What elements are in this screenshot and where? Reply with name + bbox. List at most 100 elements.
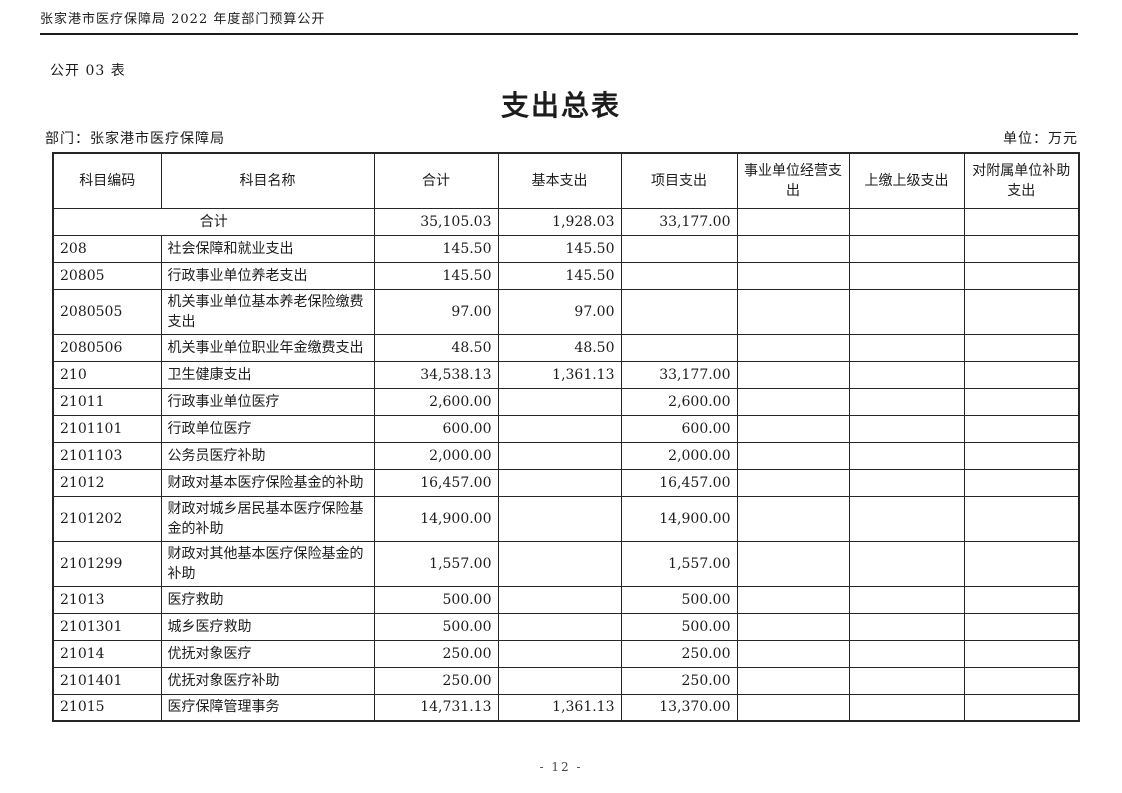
table-row: 2080505 机关事业单位基本养老保险缴费支出 97.00 97.00 — [52, 288, 1080, 335]
cell-project — [620, 234, 738, 263]
cell-business — [736, 495, 850, 542]
cell-code: 21015 — [52, 693, 162, 722]
cell-name: 财政对其他基本医疗保险基金的补助 — [160, 540, 375, 587]
cell-basic — [497, 495, 622, 542]
cell-business — [736, 468, 850, 497]
table-header-row: 科目编码 科目名称 合计 基本支出 项目支出 事业单位经营支出 上缴上级支出 对附属单位补助支… — [52, 152, 1080, 209]
cell-upper — [848, 693, 965, 722]
cell-code: 2080505 — [52, 288, 162, 335]
cell-upper — [848, 207, 965, 236]
cell-project — [620, 288, 738, 335]
cell-business — [736, 540, 850, 587]
cell-project: 600.00 — [620, 414, 738, 443]
cell-business — [736, 288, 850, 335]
cell-business — [736, 414, 850, 443]
cell-subsidy — [963, 540, 1080, 587]
column-header: 科目名称 — [160, 152, 375, 209]
table-row: 2080506 机关事业单位职业年金缴费支出 48.50 48.50 — [52, 333, 1080, 362]
cell-subsidy — [963, 441, 1080, 470]
cell-business — [736, 360, 850, 389]
column-header: 事业单位经营支出 — [736, 152, 850, 209]
cell-subsidy — [963, 288, 1080, 335]
table-row: 2101101 行政单位医疗 600.00 600.00 — [52, 414, 1080, 443]
cell-subsidy — [963, 693, 1080, 722]
cell-subsidy — [963, 414, 1080, 443]
cell-total: 145.50 — [373, 261, 499, 290]
column-header: 基本支出 — [497, 152, 622, 209]
cell-name: 城乡医疗救助 — [160, 612, 375, 641]
cell-basic: 1,928.03 — [497, 207, 622, 236]
cell-business — [736, 612, 850, 641]
cell-code: 2101103 — [52, 441, 162, 470]
cell-basic — [497, 639, 622, 668]
cell-name: 行政单位医疗 — [160, 414, 375, 443]
cell-name: 财政对基本医疗保险基金的补助 — [160, 468, 375, 497]
table-row: 208 社会保障和就业支出 145.50 145.50 — [52, 234, 1080, 263]
cell-upper — [848, 612, 965, 641]
cell-name: 社会保障和就业支出 — [160, 234, 375, 263]
cell-business — [736, 666, 850, 695]
cell-basic — [497, 612, 622, 641]
cell-total: 35,105.03 — [373, 207, 499, 236]
cell-subsidy — [963, 360, 1080, 389]
table-row: 21012 财政对基本医疗保险基金的补助 16,457.00 16,457.00 — [52, 468, 1080, 497]
cell-code: 2101301 — [52, 612, 162, 641]
table-body: 合计 35,105.03 1,928.03 33,177.00 208 社会保障和就业支出… — [52, 207, 1080, 722]
cell-name: 财政对城乡居民基本医疗保险基金的补助 — [160, 495, 375, 542]
cell-business — [736, 585, 850, 614]
cell-total: 14,731.13 — [373, 693, 499, 722]
cell-project: 33,177.00 — [620, 207, 738, 236]
table-meta-line: 部门：张家港市医疗保障局 单位：万元 — [45, 128, 1078, 148]
cell-upper — [848, 333, 965, 362]
cell-upper — [848, 234, 965, 263]
cell-code: 21012 — [52, 468, 162, 497]
cell-project: 250.00 — [620, 639, 738, 668]
cell-total: 1,557.00 — [373, 540, 499, 587]
cell-business — [736, 693, 850, 722]
cell-code: 21011 — [52, 387, 162, 416]
cell-business — [736, 234, 850, 263]
cell-upper — [848, 468, 965, 497]
cell-project: 33,177.00 — [620, 360, 738, 389]
cell-project: 13,370.00 — [620, 693, 738, 722]
page-title: 支出总表 — [500, 89, 621, 122]
cell-business — [736, 441, 850, 470]
cell-upper — [848, 261, 965, 290]
cell-subsidy — [963, 666, 1080, 695]
cell-business — [736, 207, 850, 236]
table-row: 21015 医疗保障管理事务 14,731.13 1,361.13 13,370.00 — [52, 693, 1080, 722]
unit-label: 单位：万元 — [1003, 131, 1078, 147]
cell-upper — [848, 288, 965, 335]
cell-total: 600.00 — [373, 414, 499, 443]
cell-total: 34,538.13 — [373, 360, 499, 389]
cell-code: 2101101 — [52, 414, 162, 443]
cell-business — [736, 387, 850, 416]
cell-basic — [497, 666, 622, 695]
page-number: - 12 - — [539, 760, 583, 774]
cell-basic: 48.50 — [497, 333, 622, 362]
table-row: 21013 医疗救助 500.00 500.00 — [52, 585, 1080, 614]
column-header: 项目支出 — [620, 152, 738, 209]
cell-total: 97.00 — [373, 288, 499, 335]
cell-upper — [848, 387, 965, 416]
form-number-label: 公开 03 表 — [50, 63, 126, 79]
cell-project: 14,900.00 — [620, 495, 738, 542]
cell-name: 卫生健康支出 — [160, 360, 375, 389]
cell-project: 500.00 — [620, 612, 738, 641]
column-header: 上缴上级支出 — [848, 152, 965, 209]
cell-basic — [497, 540, 622, 587]
cell-subsidy — [963, 207, 1080, 236]
cell-subsidy — [963, 612, 1080, 641]
table-row: 21014 优抚对象医疗 250.00 250.00 — [52, 639, 1080, 668]
cell-project: 16,457.00 — [620, 468, 738, 497]
column-header: 科目编码 — [52, 152, 162, 209]
cell-upper — [848, 585, 965, 614]
cell-subsidy — [963, 639, 1080, 668]
cell-subsidy — [963, 234, 1080, 263]
cell-code: 21013 — [52, 585, 162, 614]
cell-subsidy — [963, 333, 1080, 362]
table-row: 2101401 优抚对象医疗补助 250.00 250.00 — [52, 666, 1080, 695]
summary-row: 合计 35,105.03 1,928.03 33,177.00 — [52, 207, 1080, 236]
cell-project: 250.00 — [620, 666, 738, 695]
cell-name: 机关事业单位职业年金缴费支出 — [160, 333, 375, 362]
